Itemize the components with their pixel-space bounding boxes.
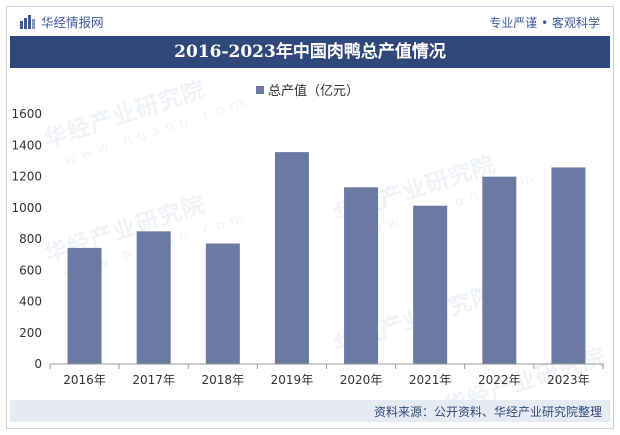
bar [67,247,102,364]
brand-logo-icon [20,14,35,29]
source-bar: 资料来源：公开资料、华经产业研究院整理 [10,400,610,422]
y-tick-label: 400 [19,295,42,309]
bar [274,152,309,364]
top-bar: 华经情报网 专业严谨 • 客观科学 [6,6,614,36]
bar [136,231,171,364]
brand-name: 华经情报网 [41,15,104,30]
source-note: 资料来源：公开资料、华经产业研究院整理 [373,405,602,419]
legend-swatch [256,86,264,94]
x-tick-label: 2023年 [547,373,590,387]
tagline: 专业严谨 • 客观科学 [489,16,600,30]
x-tick-label: 2022年 [478,373,521,387]
x-tick-label: 2016年 [63,373,106,387]
y-tick-label: 600 [19,263,42,277]
y-tick-label: 1200 [11,170,42,184]
y-tick-label: 800 [19,232,42,246]
bar [413,205,448,364]
x-tick-label: 2017年 [132,373,175,387]
y-tick-label: 1600 [11,107,42,121]
brand: 华经情报网 [20,12,104,31]
bar [551,167,586,364]
legend-label: 总产值（亿元） [268,83,359,99]
x-tick-label: 2020年 [340,373,383,387]
bar [482,176,517,364]
chart-title: 2016-2023年中国肉鸭总产值情况 [10,36,610,68]
bar [205,243,240,364]
y-tick-label: 1000 [11,201,42,215]
x-tick-label: 2019年 [271,373,314,387]
x-tick-label: 2018年 [202,373,245,387]
y-tick-label: 200 [19,326,42,340]
bar [344,187,379,364]
x-tick-label: 2021年 [409,373,452,387]
y-tick-label: 1400 [11,138,42,152]
y-tick-label: 0 [34,357,42,371]
